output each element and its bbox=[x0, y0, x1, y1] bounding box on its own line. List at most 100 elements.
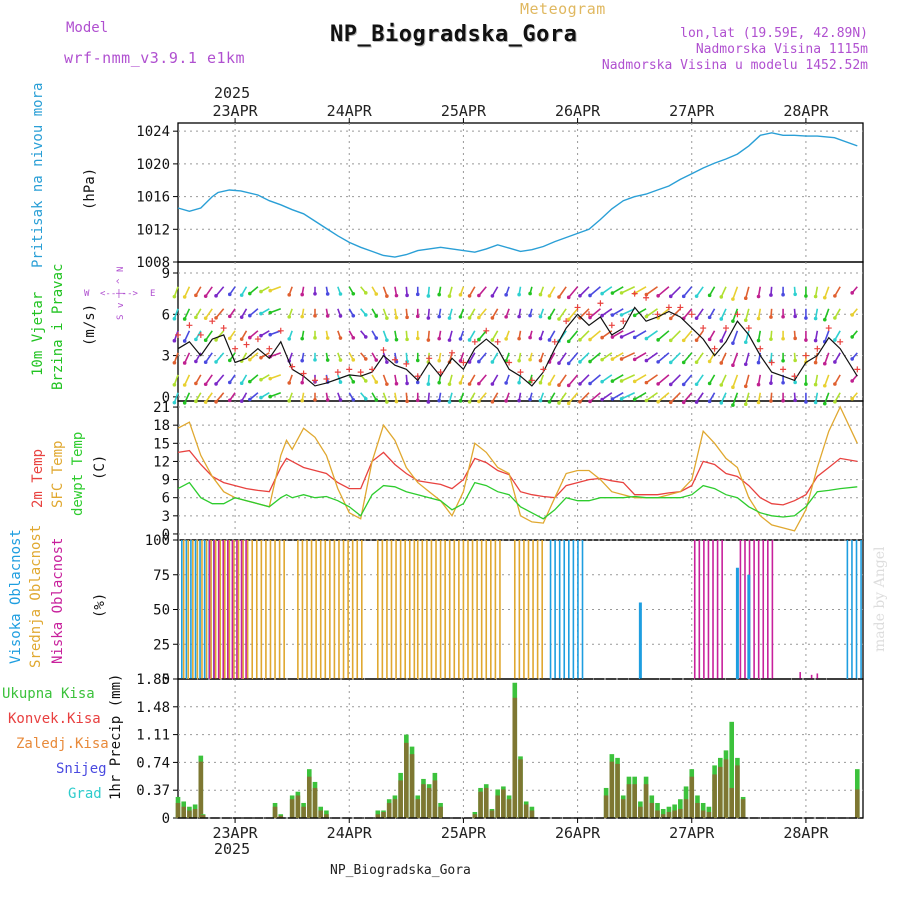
y-tick-label-temperature: 21 bbox=[153, 400, 170, 416]
wind-arrow-head bbox=[528, 291, 532, 296]
top-day-label: 27APR bbox=[669, 102, 715, 120]
wind-arrow-head bbox=[385, 360, 389, 364]
wind-arrow-head bbox=[517, 398, 521, 403]
wind-arrow bbox=[645, 330, 658, 340]
wind-arrow bbox=[634, 308, 647, 317]
wind-arrow-head bbox=[437, 358, 442, 363]
wind-arrow-head bbox=[600, 397, 604, 402]
wind-gust-marker bbox=[711, 345, 718, 352]
legend-grad: Grad bbox=[68, 786, 102, 802]
wind-gust-marker bbox=[517, 369, 524, 376]
wind-arrow bbox=[478, 352, 487, 363]
wind-arrow-head bbox=[477, 399, 481, 404]
precip-conv-bar bbox=[187, 810, 192, 818]
wind-arrow-head bbox=[668, 400, 673, 405]
wind-arrow bbox=[558, 374, 567, 386]
wind-arrow bbox=[478, 374, 487, 385]
wind-arrow-head bbox=[203, 400, 208, 404]
compass-arrows: <--|--> bbox=[100, 289, 138, 299]
wind-arrow-head bbox=[681, 294, 686, 299]
wind-arrow-head bbox=[707, 399, 712, 404]
wind-arrow-head bbox=[351, 291, 356, 296]
wind-arrow bbox=[824, 330, 830, 342]
wind-arrow-head bbox=[850, 291, 854, 295]
wind-arrow-head bbox=[610, 313, 615, 317]
wind-arrow-head bbox=[405, 315, 409, 320]
wind-arrow-head bbox=[656, 382, 660, 386]
wind-arrow-head bbox=[467, 382, 472, 386]
model-name: wrf-nmm_v3.9.1 e1km bbox=[64, 49, 246, 67]
wind-gust-marker bbox=[277, 327, 284, 334]
precip-conv-bar bbox=[683, 799, 689, 818]
wind-gust-marker bbox=[780, 366, 787, 373]
wind-arrow-head bbox=[566, 339, 571, 344]
y-tick-label-pressure: 1024 bbox=[136, 124, 170, 140]
wind-arrow bbox=[732, 330, 739, 344]
wind-gust-marker bbox=[289, 363, 296, 370]
wind-arrow-head bbox=[822, 295, 827, 300]
wind-arrow bbox=[183, 352, 191, 364]
wind-arrow-head bbox=[547, 338, 552, 342]
wind-arrow-head bbox=[239, 315, 244, 319]
wind-arrow bbox=[670, 330, 681, 341]
wind-gust-marker bbox=[197, 331, 204, 338]
wind-arrow bbox=[670, 286, 681, 297]
wind-arrow-head bbox=[248, 313, 252, 318]
wind-arrow-head bbox=[351, 358, 356, 362]
wind-arrow bbox=[589, 392, 601, 403]
wind-arrow-head bbox=[182, 295, 187, 299]
wind-arrow-head bbox=[610, 397, 615, 401]
wind-arrow-head bbox=[447, 294, 452, 298]
wind-arrow-head bbox=[719, 339, 724, 343]
wind-gust-marker bbox=[220, 325, 227, 332]
wind-arrow bbox=[269, 352, 282, 358]
wind-arrow-head bbox=[600, 335, 604, 340]
wind-arrow-head bbox=[781, 336, 785, 341]
wind-arrow-head bbox=[490, 400, 495, 404]
wind-arrow-head bbox=[610, 357, 615, 361]
wind-arrow-head bbox=[743, 318, 748, 323]
wind-arrow-head bbox=[578, 399, 582, 404]
wind-arrow-head bbox=[756, 338, 761, 343]
wind-arrow-head bbox=[804, 400, 808, 404]
wind-arrow bbox=[645, 308, 658, 318]
wind-gust-marker bbox=[551, 338, 558, 345]
wind-arrow-head bbox=[769, 315, 773, 319]
wind-arrow-head bbox=[458, 337, 463, 341]
wind-arrow-head bbox=[644, 314, 649, 319]
wind-arrow-head bbox=[547, 316, 552, 320]
wind-arrow-head bbox=[325, 398, 330, 402]
wind-arrow-head bbox=[656, 399, 660, 404]
precip-conv-bar bbox=[609, 761, 615, 818]
wind-arrow-head bbox=[610, 291, 615, 295]
wind-arrow-head bbox=[557, 383, 561, 387]
wind-arrow bbox=[612, 308, 624, 316]
wind-arrow bbox=[657, 352, 670, 363]
wind-arrow-head bbox=[363, 313, 368, 317]
wind-arrow-head bbox=[338, 398, 343, 402]
wind-arrow-head bbox=[447, 382, 452, 386]
wind-arrow-head bbox=[694, 338, 699, 342]
wind-arrow-head bbox=[769, 381, 773, 385]
wind-arrow-head bbox=[833, 382, 837, 386]
wind-arrow-head bbox=[490, 294, 495, 298]
wind-arrow-head bbox=[415, 380, 420, 385]
wind-gust-marker bbox=[266, 345, 273, 352]
precip-conv-bar bbox=[438, 806, 443, 818]
wind-arrow bbox=[732, 286, 739, 300]
wind-arrow-head bbox=[833, 294, 837, 298]
precip-conv-bar bbox=[478, 791, 483, 818]
wind-arrow-head bbox=[547, 400, 552, 404]
wind-arrow bbox=[601, 352, 613, 361]
wind-arrow-head bbox=[458, 315, 463, 319]
wind-arrow-head bbox=[566, 295, 571, 300]
wind-arrow-head bbox=[467, 316, 472, 320]
y-tick-label-temperature: 9 bbox=[162, 473, 170, 489]
wind-arrow-head bbox=[287, 315, 292, 319]
wind-arrow-head bbox=[385, 400, 389, 404]
wind-gust-marker bbox=[426, 355, 433, 362]
wind-arrow bbox=[269, 286, 282, 292]
precip-conv-bar bbox=[489, 810, 495, 818]
wind-gust-marker bbox=[854, 366, 861, 373]
precip-conv-bar bbox=[289, 799, 295, 818]
